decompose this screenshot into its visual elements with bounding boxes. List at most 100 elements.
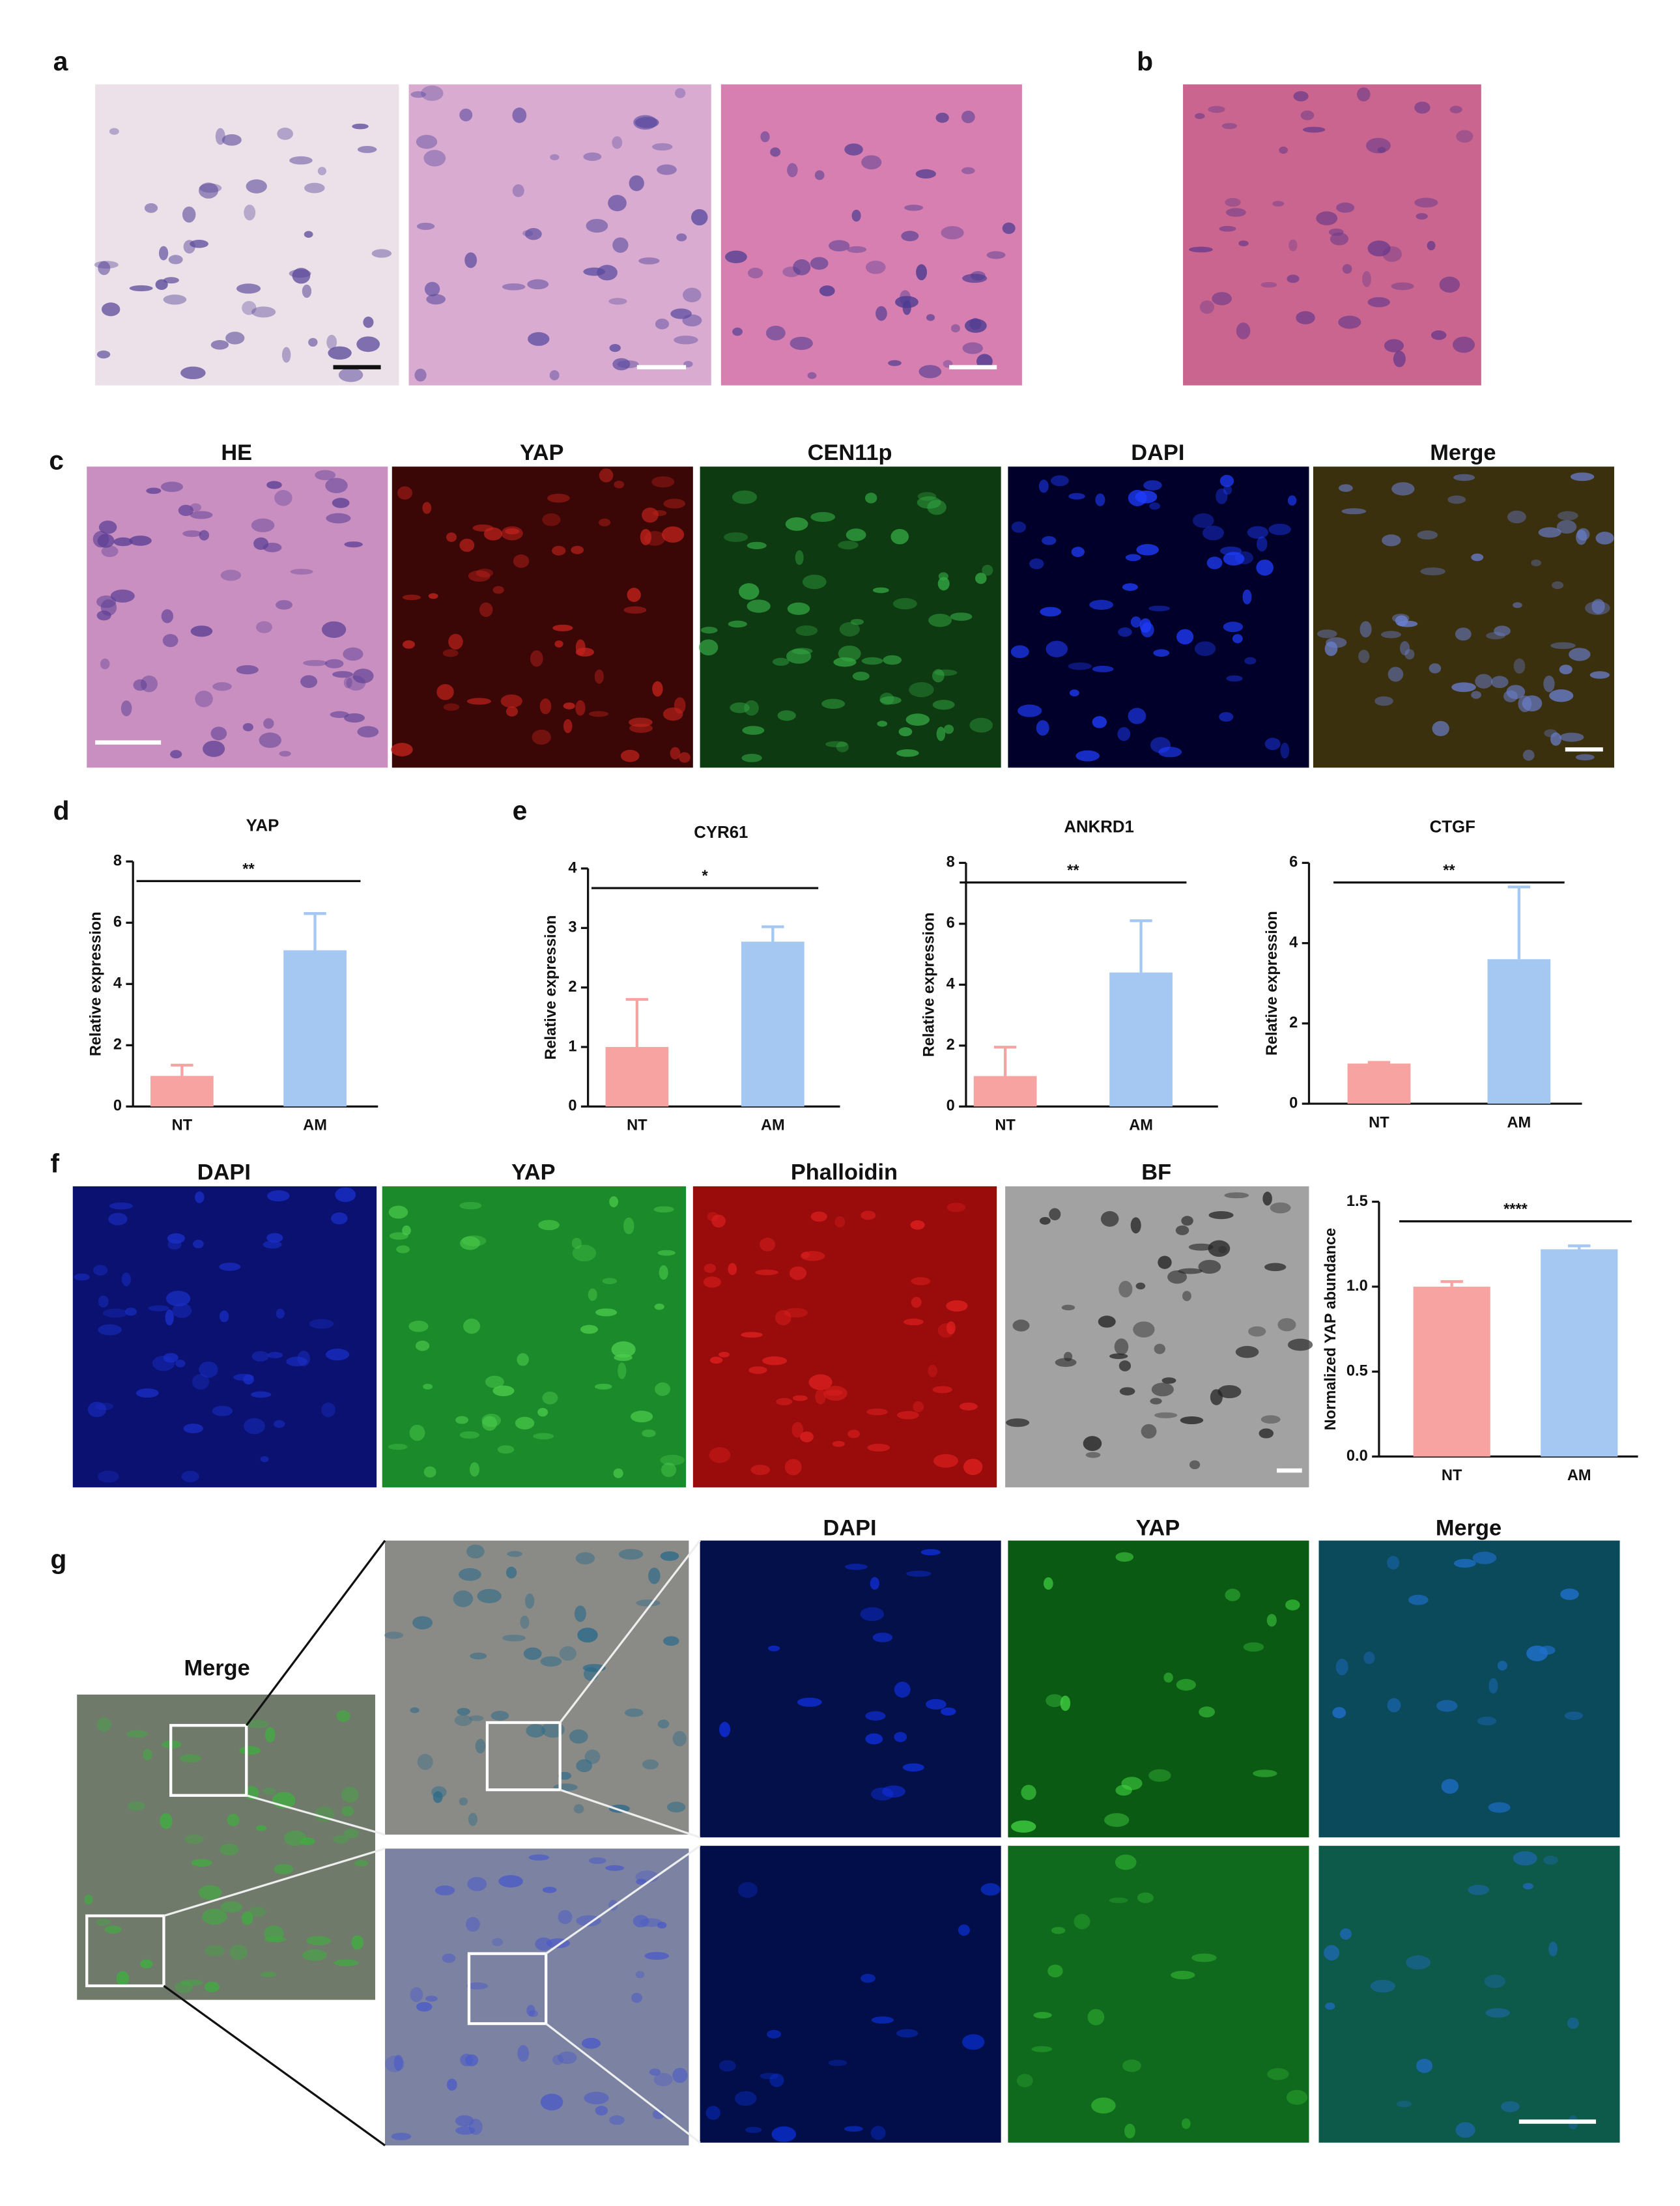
cell bbox=[415, 1340, 430, 1351]
cell bbox=[920, 1549, 941, 1556]
cell bbox=[341, 1786, 359, 1803]
cell bbox=[1143, 480, 1162, 491]
cell bbox=[102, 1308, 128, 1318]
cell bbox=[148, 1305, 169, 1311]
cell bbox=[1117, 726, 1131, 741]
cell bbox=[1223, 552, 1245, 566]
micrograph-bg bbox=[1008, 1540, 1309, 1838]
cell bbox=[183, 1424, 204, 1433]
y-tick-label: 1.0 bbox=[1346, 1278, 1368, 1295]
cell bbox=[1406, 1955, 1431, 1970]
cell bbox=[870, 1577, 879, 1590]
cell bbox=[1288, 239, 1298, 251]
cell bbox=[652, 681, 663, 697]
bar bbox=[1541, 1249, 1618, 1457]
cell bbox=[537, 1408, 548, 1417]
cell bbox=[1560, 1588, 1579, 1600]
cell bbox=[181, 1470, 199, 1483]
cell bbox=[1567, 2017, 1579, 2029]
cell bbox=[1544, 729, 1558, 738]
y-axis-label: Relative expression bbox=[88, 911, 105, 1056]
y-tick-label: 0 bbox=[113, 1098, 122, 1115]
cell bbox=[1332, 1707, 1346, 1719]
cell bbox=[1010, 645, 1029, 659]
cell bbox=[661, 526, 685, 543]
cell bbox=[466, 698, 492, 705]
cell bbox=[612, 358, 631, 371]
cell bbox=[737, 1882, 758, 1898]
cell bbox=[267, 1190, 290, 1202]
cell bbox=[834, 1216, 846, 1227]
cell bbox=[393, 2054, 403, 2071]
significance-label: * bbox=[702, 868, 709, 885]
significance-label: ** bbox=[1443, 863, 1455, 880]
cell bbox=[657, 1921, 667, 1929]
cell bbox=[1266, 1614, 1277, 1627]
chart-title: CYR61 bbox=[694, 824, 748, 842]
cell bbox=[97, 1470, 119, 1483]
micrograph bbox=[94, 84, 399, 386]
cell bbox=[969, 318, 982, 330]
cell bbox=[828, 2059, 847, 2067]
cell bbox=[475, 1738, 486, 1754]
cell bbox=[719, 1721, 731, 1738]
cell bbox=[1374, 696, 1393, 706]
cell bbox=[326, 513, 351, 524]
cell bbox=[455, 2115, 474, 2127]
cell bbox=[760, 131, 770, 143]
cell bbox=[865, 1733, 883, 1745]
cell bbox=[1548, 1941, 1558, 1956]
cell bbox=[1559, 665, 1573, 675]
bar bbox=[1487, 959, 1551, 1104]
cell bbox=[179, 1754, 201, 1763]
cell bbox=[1518, 695, 1532, 713]
cell bbox=[838, 541, 859, 550]
y-tick-label: 4 bbox=[113, 975, 122, 992]
cell bbox=[1272, 201, 1285, 207]
micrograph-bg bbox=[1008, 1846, 1309, 2143]
cell bbox=[300, 675, 318, 688]
cell bbox=[599, 468, 614, 483]
cell bbox=[195, 1191, 205, 1203]
cell bbox=[1114, 1338, 1129, 1355]
cell bbox=[210, 726, 227, 741]
cell bbox=[533, 1433, 554, 1440]
cell bbox=[1550, 642, 1576, 650]
cell bbox=[618, 1362, 627, 1379]
cell bbox=[793, 259, 811, 276]
cell bbox=[614, 480, 625, 489]
cell bbox=[747, 599, 771, 613]
cell bbox=[1485, 2008, 1511, 2018]
cell bbox=[242, 300, 257, 315]
cell bbox=[602, 1278, 618, 1285]
panel-label: b bbox=[1137, 46, 1153, 76]
y-tick-label: 0 bbox=[947, 1098, 955, 1115]
cell bbox=[512, 184, 524, 197]
cell bbox=[1570, 472, 1595, 481]
cell bbox=[787, 163, 798, 177]
cell bbox=[129, 285, 153, 292]
cell bbox=[947, 1203, 966, 1212]
cell bbox=[1091, 2097, 1116, 2114]
cell bbox=[251, 1391, 272, 1398]
cell bbox=[1046, 1694, 1064, 1708]
cell bbox=[595, 1308, 618, 1317]
cell bbox=[423, 150, 446, 167]
cell bbox=[928, 1364, 937, 1377]
cell bbox=[1262, 1192, 1272, 1206]
cell bbox=[705, 2106, 720, 2120]
cell bbox=[1538, 527, 1561, 538]
cell bbox=[653, 2072, 673, 2087]
micrograph-bg bbox=[720, 84, 1022, 386]
cell bbox=[135, 1388, 159, 1398]
cell bbox=[426, 294, 446, 305]
cell bbox=[424, 281, 440, 296]
cell bbox=[467, 1876, 487, 1891]
panel-label: d bbox=[53, 795, 70, 825]
cell bbox=[542, 1887, 557, 1893]
cell bbox=[950, 612, 973, 621]
cell bbox=[898, 727, 913, 737]
cell bbox=[847, 1429, 860, 1439]
cell bbox=[1083, 1436, 1102, 1452]
cell bbox=[896, 1411, 919, 1420]
